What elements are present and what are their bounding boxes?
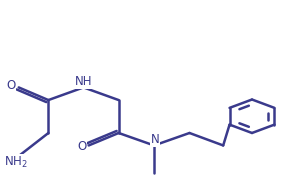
- Text: NH$_2$: NH$_2$: [4, 155, 28, 170]
- Text: NH: NH: [75, 75, 93, 88]
- Text: N: N: [151, 133, 159, 146]
- Text: O: O: [77, 140, 86, 153]
- Text: O: O: [6, 79, 15, 92]
